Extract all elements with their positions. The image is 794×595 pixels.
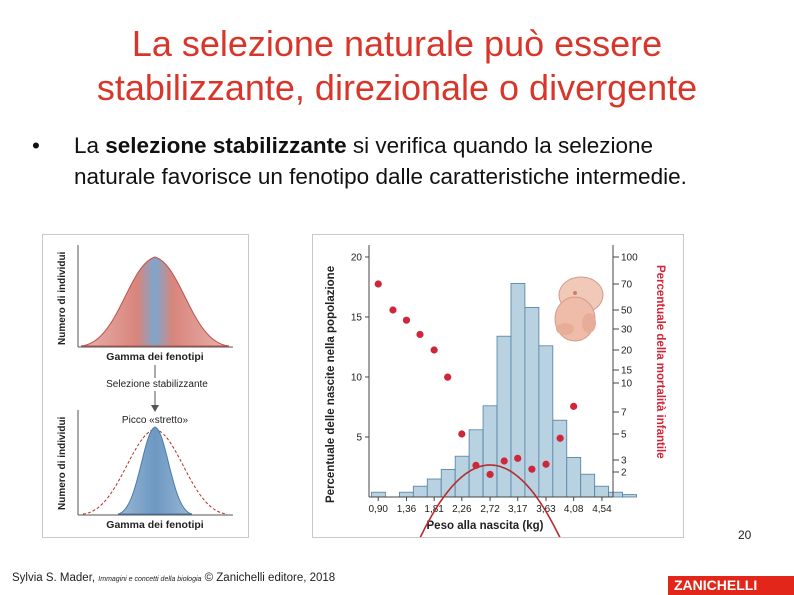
- x-tick-label: 2,72: [480, 504, 500, 515]
- left-tick-label: 10: [351, 373, 363, 384]
- mortality-point: [416, 331, 423, 338]
- bottom-ylabel: Numero di individui: [57, 416, 68, 510]
- mortality-point: [557, 435, 564, 442]
- footer-book: Immagini e concetti della biologia: [98, 576, 201, 583]
- right-tick-label: 2: [621, 468, 627, 479]
- left-tick-label: 15: [351, 313, 363, 324]
- right-tick-label: 7: [621, 408, 627, 419]
- mortality-point: [542, 461, 549, 468]
- right-tick-label: 10: [621, 379, 633, 390]
- mortality-point: [375, 280, 382, 287]
- stabilizing-selection-diagram: Numero di individui Gamma dei fenotipi S…: [43, 235, 248, 537]
- histogram-bar: [371, 492, 385, 497]
- mortality-point: [389, 306, 396, 313]
- mortality-point: [444, 374, 451, 381]
- birth-weight-chart-panel: Percentuale delle nascite nella popolazi…: [312, 234, 684, 538]
- right-tick-label: 5: [621, 430, 627, 441]
- mortality-point: [472, 462, 479, 469]
- mortality-point: [486, 471, 493, 478]
- histogram-bar: [441, 469, 455, 497]
- peak-label: Picco «stretto»: [122, 415, 189, 426]
- top-xlabel: Gamma dei fenotipi: [106, 351, 204, 363]
- right-tick-label: 100: [621, 253, 638, 264]
- footer-credit: Sylvia S. Mader, Immagini e concetti del…: [12, 572, 335, 584]
- down-arrow-icon: [151, 405, 159, 412]
- x-tick-label: 1,81: [424, 504, 444, 515]
- x-tick-label: 3,17: [508, 504, 528, 515]
- histogram-bar: [483, 406, 497, 497]
- bullet-pre: La: [74, 133, 105, 158]
- histogram-bar: [511, 283, 525, 497]
- left-tick-label: 20: [351, 253, 363, 264]
- right-axis-label: Percentuale della mortalità infantile: [654, 265, 666, 459]
- top-distribution-curve: [81, 257, 229, 346]
- histogram-bar: [427, 479, 441, 497]
- selection-arrow-label: Selezione stabilizzante: [106, 379, 208, 390]
- mortality-point: [431, 346, 438, 353]
- histogram-bar: [497, 336, 511, 497]
- top-ylabel: Numero di individui: [57, 251, 68, 345]
- x-tick-label: 4,08: [564, 504, 584, 515]
- right-tick-label: 30: [621, 325, 633, 336]
- histogram-bar: [609, 492, 623, 497]
- birth-weight-chart: Percentuale delle nascite nella popolazi…: [313, 235, 683, 537]
- narrow-distribution-curve: [118, 427, 192, 514]
- fetus-illustration: [555, 277, 603, 341]
- mortality-point: [501, 457, 508, 464]
- mortality-point: [403, 317, 410, 324]
- bullet-bold-term: selezione stabilizzante: [105, 133, 346, 158]
- x-tick-label: 4,54: [592, 504, 612, 515]
- left-tick-label: 5: [356, 433, 362, 444]
- histogram-bar: [553, 420, 567, 497]
- mortality-point: [514, 455, 521, 462]
- bullet-mark: •: [32, 130, 40, 161]
- histogram-bar: [581, 474, 595, 497]
- title-line-1: La selezione naturale può essere: [0, 22, 794, 66]
- bottom-xlabel: Gamma dei fenotipi: [106, 519, 204, 531]
- right-tick-label: 70: [621, 280, 633, 291]
- x-tick-label: 2,26: [452, 504, 472, 515]
- right-tick-label: 15: [621, 366, 633, 377]
- footer-author: Sylvia S. Mader,: [12, 572, 98, 584]
- left-axis-label: Percentuale delle nascite nella popolazi…: [325, 266, 337, 503]
- mortality-point: [570, 403, 577, 410]
- histogram-bar: [399, 492, 413, 497]
- histogram-bar: [623, 495, 637, 497]
- zanichelli-logo: ZANICHELLI: [668, 576, 794, 595]
- logo-text: ZANICHELLI: [674, 577, 757, 593]
- histogram-bar: [413, 486, 427, 497]
- histogram-bar: [539, 346, 553, 497]
- x-tick-label: 1,36: [397, 504, 417, 515]
- mortality-point: [528, 466, 535, 473]
- title-line-2: stabilizzante, direzionale o divergente: [0, 66, 794, 110]
- x-tick-label: 0,90: [368, 504, 388, 515]
- x-axis-label: Peso alla nascita (kg): [427, 520, 544, 532]
- bullet-text: La selezione stabilizzante si verifica q…: [74, 130, 724, 192]
- right-tick-label: 20: [621, 346, 633, 357]
- right-tick-label: 50: [621, 306, 633, 317]
- right-tick-label: 3: [621, 456, 627, 467]
- histogram-bar: [595, 486, 609, 497]
- slide-title: La selezione naturale può essere stabili…: [0, 22, 794, 110]
- mortality-point: [458, 430, 465, 437]
- histogram-bars: [371, 283, 636, 497]
- footer-rest: © Zanichelli editore, 2018: [201, 572, 335, 584]
- histogram-bar: [567, 457, 581, 497]
- page-number: 20: [738, 528, 751, 542]
- left-figure-panel: Numero di individui Gamma dei fenotipi S…: [42, 234, 249, 538]
